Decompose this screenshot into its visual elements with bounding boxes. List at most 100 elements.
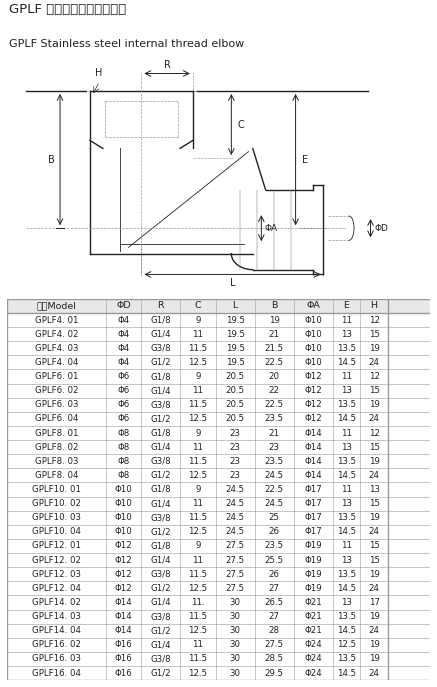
Text: 12.5: 12.5 <box>188 627 208 635</box>
Text: 14.5: 14.5 <box>337 358 356 367</box>
Text: 11.5: 11.5 <box>188 457 208 466</box>
Text: GPLF10. 01: GPLF10. 01 <box>32 485 81 494</box>
Text: Φ17: Φ17 <box>304 485 322 494</box>
Text: 27.5: 27.5 <box>264 640 284 649</box>
Text: 20: 20 <box>268 372 280 381</box>
Text: G1/8: G1/8 <box>150 315 171 324</box>
Text: 12.5: 12.5 <box>188 414 208 423</box>
Text: G3/8: G3/8 <box>150 513 171 522</box>
Text: G1/4: G1/4 <box>150 442 171 451</box>
Text: 24: 24 <box>368 627 380 635</box>
Text: 11.5: 11.5 <box>188 655 208 664</box>
Text: 11: 11 <box>192 330 204 339</box>
Text: Φ24: Φ24 <box>304 655 322 664</box>
Text: 12.5: 12.5 <box>188 528 208 537</box>
Text: 12.5: 12.5 <box>188 471 208 480</box>
Text: Φ17: Φ17 <box>304 499 322 508</box>
Text: 19: 19 <box>369 612 379 621</box>
Text: Φ6: Φ6 <box>118 414 130 423</box>
Text: Φ6: Φ6 <box>118 401 130 409</box>
Text: 24.5: 24.5 <box>225 499 245 508</box>
Text: 13: 13 <box>341 442 352 451</box>
Text: Φ19: Φ19 <box>304 570 322 578</box>
Text: Φ14: Φ14 <box>304 442 322 451</box>
Text: Φ21: Φ21 <box>304 627 322 635</box>
Text: 14.5: 14.5 <box>337 668 356 677</box>
Text: 11.: 11. <box>191 598 205 607</box>
Text: 11: 11 <box>341 485 352 494</box>
Text: 19.5: 19.5 <box>225 344 245 352</box>
Text: G1/4: G1/4 <box>150 598 171 607</box>
Text: ΦD: ΦD <box>375 224 388 233</box>
Text: Φ4: Φ4 <box>118 330 130 339</box>
Text: 19: 19 <box>369 344 379 352</box>
Text: 15: 15 <box>368 499 380 508</box>
Text: 19: 19 <box>369 457 379 466</box>
Text: 19: 19 <box>369 640 379 649</box>
Text: GPLF6. 04: GPLF6. 04 <box>35 414 78 423</box>
Text: Φ12: Φ12 <box>115 584 133 593</box>
Text: GPLF4. 04: GPLF4. 04 <box>35 358 78 367</box>
Text: GPLF14. 02: GPLF14. 02 <box>32 598 81 607</box>
Text: G1/2: G1/2 <box>150 414 171 423</box>
Text: 12: 12 <box>368 429 380 438</box>
Text: Φ14: Φ14 <box>304 457 322 466</box>
Text: 12.5: 12.5 <box>188 668 208 677</box>
Text: Φ10: Φ10 <box>304 315 322 324</box>
Text: 19.5: 19.5 <box>225 315 245 324</box>
Text: 24: 24 <box>368 358 380 367</box>
Text: 29.5: 29.5 <box>264 668 284 677</box>
Text: E: E <box>302 155 308 165</box>
Text: GPLF12. 03: GPLF12. 03 <box>32 570 81 578</box>
Text: 14.5: 14.5 <box>337 627 356 635</box>
Text: 22.5: 22.5 <box>264 485 284 494</box>
Text: G3/8: G3/8 <box>150 655 171 664</box>
Text: 22.5: 22.5 <box>264 401 284 409</box>
Text: Φ10: Φ10 <box>304 330 322 339</box>
Text: Φ4: Φ4 <box>118 358 130 367</box>
Text: 24: 24 <box>368 584 380 593</box>
Text: 22.5: 22.5 <box>264 358 284 367</box>
Text: 23: 23 <box>229 429 240 438</box>
Text: GPLF12. 01: GPLF12. 01 <box>32 541 81 550</box>
Text: 26: 26 <box>268 528 280 537</box>
Text: GPLF10. 02: GPLF10. 02 <box>32 499 81 508</box>
Text: 13.5: 13.5 <box>337 570 356 578</box>
Text: G1/2: G1/2 <box>150 358 171 367</box>
Text: G1/8: G1/8 <box>150 541 171 550</box>
Text: 23.5: 23.5 <box>264 541 284 550</box>
Text: Φ8: Φ8 <box>118 457 130 466</box>
Text: 19: 19 <box>369 655 379 664</box>
Text: G1/2: G1/2 <box>150 627 171 635</box>
Text: Φ8: Φ8 <box>118 471 130 480</box>
Text: Φ10: Φ10 <box>115 528 133 537</box>
Text: 13: 13 <box>368 485 380 494</box>
FancyBboxPatch shape <box>1 294 436 685</box>
Text: GPLF14. 04: GPLF14. 04 <box>32 627 81 635</box>
Text: 24.5: 24.5 <box>264 471 284 480</box>
Text: Φ12: Φ12 <box>304 414 322 423</box>
Text: 24: 24 <box>368 668 380 677</box>
Text: 15: 15 <box>368 541 380 550</box>
Text: Φ21: Φ21 <box>304 598 322 607</box>
Text: 27.5: 27.5 <box>225 584 245 593</box>
Text: 20.5: 20.5 <box>225 414 245 423</box>
Text: 11: 11 <box>341 372 352 381</box>
Text: Φ10: Φ10 <box>304 358 322 367</box>
Text: G1/4: G1/4 <box>150 556 171 565</box>
Text: 23: 23 <box>229 457 240 466</box>
Text: GPLF12. 02: GPLF12. 02 <box>32 556 81 565</box>
Text: 11: 11 <box>192 556 204 565</box>
Text: Φ19: Φ19 <box>304 541 322 550</box>
Text: 30: 30 <box>229 640 240 649</box>
Text: GPLF4. 02: GPLF4. 02 <box>35 330 78 339</box>
Text: G3/8: G3/8 <box>150 344 171 352</box>
Text: Φ24: Φ24 <box>304 640 322 649</box>
Text: 9: 9 <box>195 315 201 324</box>
Text: 9: 9 <box>195 485 201 494</box>
Text: C: C <box>194 302 201 311</box>
Text: GPLF16. 02: GPLF16. 02 <box>32 640 81 649</box>
Text: Φ12: Φ12 <box>304 372 322 381</box>
Text: 19: 19 <box>369 513 379 522</box>
Text: 19: 19 <box>269 315 280 324</box>
